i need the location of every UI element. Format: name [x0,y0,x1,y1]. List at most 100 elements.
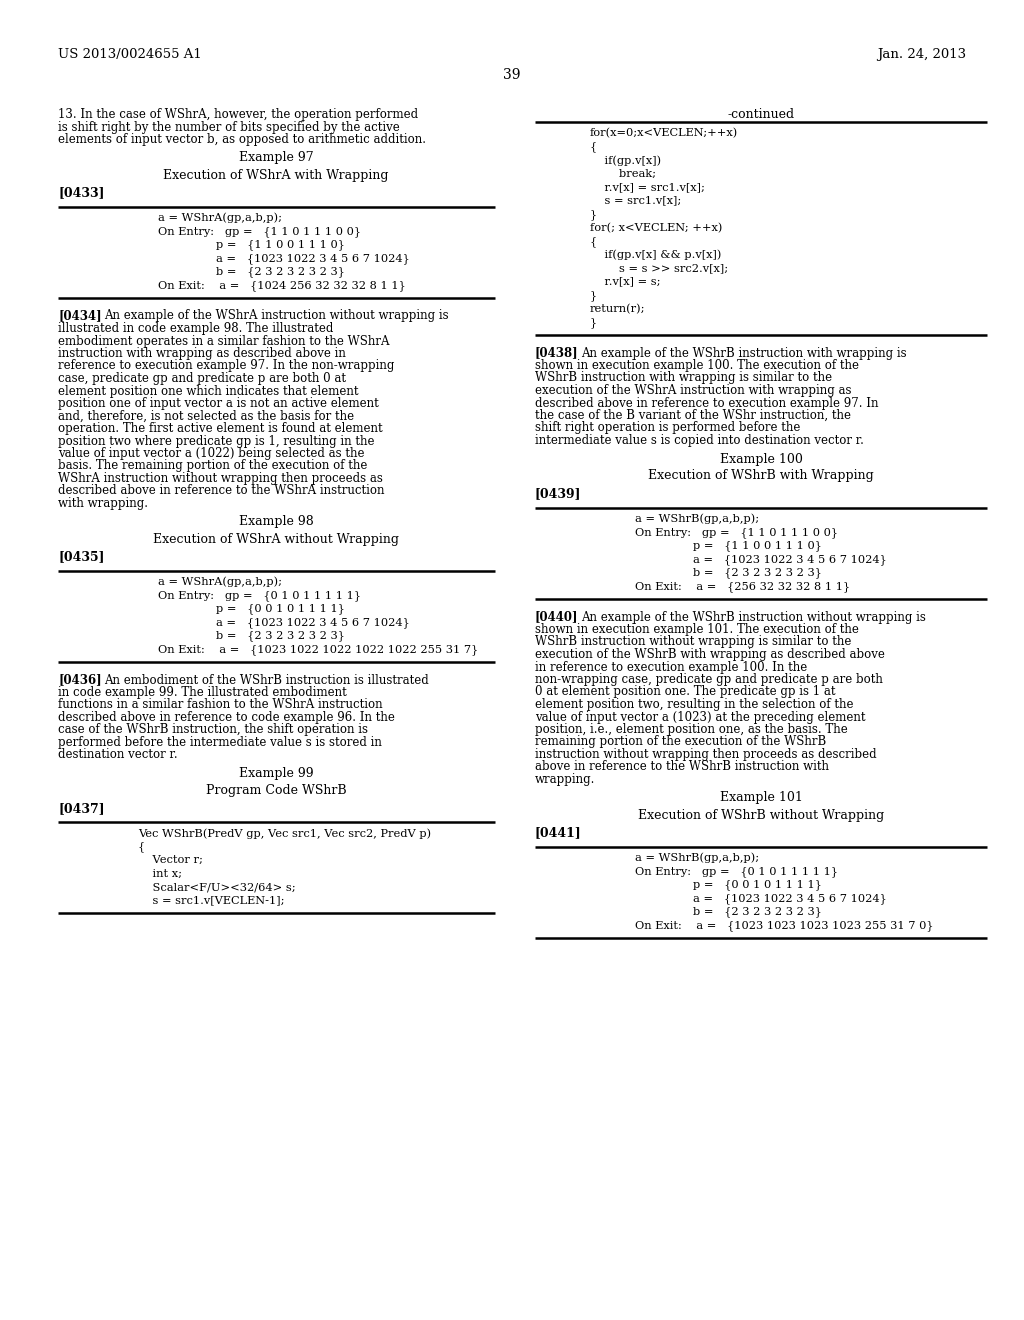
Text: and, therefore, is not selected as the basis for the: and, therefore, is not selected as the b… [58,409,354,422]
Text: On Entry:   gp =   {0 1 0 1 1 1 1 1}: On Entry: gp = {0 1 0 1 1 1 1 1} [158,590,361,601]
Text: Execution of WShrA without Wrapping: Execution of WShrA without Wrapping [153,532,399,545]
Text: On Exit:    a =   {1023 1022 1022 1022 1022 255 31 7}: On Exit: a = {1023 1022 1022 1022 1022 2… [158,644,478,655]
Text: US 2013/0024655 A1: US 2013/0024655 A1 [58,48,202,61]
Text: a = WShrB(gp,a,b,p);: a = WShrB(gp,a,b,p); [635,513,759,524]
Text: Program Code WShrB: Program Code WShrB [206,784,346,797]
Text: b =   {2 3 2 3 2 3 2 3}: b = {2 3 2 3 2 3 2 3} [158,631,345,642]
Text: a = WShrA(gp,a,b,p);: a = WShrA(gp,a,b,p); [158,577,282,587]
Text: [0436]: [0436] [58,673,101,686]
Text: Example 98: Example 98 [239,516,313,528]
Text: element position one which indicates that element: element position one which indicates tha… [58,384,358,397]
Text: An example of the WShrB instruction without wrapping is: An example of the WShrB instruction with… [581,610,926,623]
Text: s = s >> src2.v[x];: s = s >> src2.v[x]; [590,263,728,273]
Text: remaining portion of the execution of the WShrB: remaining portion of the execution of th… [535,735,826,748]
Text: position one of input vector a is not an active element: position one of input vector a is not an… [58,397,379,411]
Text: with wrapping.: with wrapping. [58,498,148,510]
Text: {: { [590,141,597,152]
Text: non-wrapping case, predicate gp and predicate p are both: non-wrapping case, predicate gp and pred… [535,673,883,686]
Text: position, i.e., element position one, as the basis. The: position, i.e., element position one, as… [535,723,848,737]
Text: WShrB instruction without wrapping is similar to the: WShrB instruction without wrapping is si… [535,635,851,648]
Text: instruction without wrapping then proceeds as described: instruction without wrapping then procee… [535,748,877,762]
Text: [0439]: [0439] [535,487,582,500]
Text: Execution of WShrB with Wrapping: Execution of WShrB with Wrapping [648,470,873,483]
Text: b =   {2 3 2 3 2 3 2 3}: b = {2 3 2 3 2 3 2 3} [635,907,822,917]
Text: in code example 99. The illustrated embodiment: in code example 99. The illustrated embo… [58,686,347,700]
Text: An embodiment of the WShrB instruction is illustrated: An embodiment of the WShrB instruction i… [104,673,429,686]
Text: case, predicate gp and predicate p are both 0 at: case, predicate gp and predicate p are b… [58,372,346,385]
Text: Scalar<F/U><32/64> s;: Scalar<F/U><32/64> s; [138,882,296,892]
Text: if(gp.v[x] && p.v[x]): if(gp.v[x] && p.v[x]) [590,249,721,260]
Text: {: { [138,842,145,853]
Text: s = src1.v[x];: s = src1.v[x]; [590,195,681,206]
Text: Example 97: Example 97 [239,152,313,165]
Text: value of input vector a (1023) at the preceding element: value of input vector a (1023) at the pr… [535,710,865,723]
Text: Example 99: Example 99 [239,767,313,780]
Text: instruction with wrapping as described above in: instruction with wrapping as described a… [58,347,346,360]
Text: break;: break; [590,169,656,178]
Text: 39: 39 [503,69,521,82]
Text: a =   {1023 1022 3 4 5 6 7 1024}: a = {1023 1022 3 4 5 6 7 1024} [635,554,887,565]
Text: in reference to execution example 100. In the: in reference to execution example 100. I… [535,660,807,673]
Text: a = WShrA(gp,a,b,p);: a = WShrA(gp,a,b,p); [158,213,282,223]
Text: }: } [590,209,597,220]
Text: Vec WShrB(PredV gp, Vec src1, Vec src2, PredV p): Vec WShrB(PredV gp, Vec src1, Vec src2, … [138,828,431,838]
Text: b =   {2 3 2 3 2 3 2 3}: b = {2 3 2 3 2 3 2 3} [635,568,822,578]
Text: shift right operation is performed before the: shift right operation is performed befor… [535,421,801,434]
Text: [0438]: [0438] [535,346,579,359]
Text: shown in execution example 100. The execution of the: shown in execution example 100. The exec… [535,359,859,372]
Text: Example 100: Example 100 [720,453,803,466]
Text: described above in reference to code example 96. In the: described above in reference to code exa… [58,711,395,723]
Text: [0441]: [0441] [535,826,582,840]
Text: the case of the B variant of the WShr instruction, the: the case of the B variant of the WShr in… [535,409,851,422]
Text: embodiment operates in a similar fashion to the WShrA: embodiment operates in a similar fashion… [58,334,389,347]
Text: p =   {0 0 1 0 1 1 1 1}: p = {0 0 1 0 1 1 1 1} [635,879,822,890]
Text: -continued: -continued [727,108,795,121]
Text: Vector r;: Vector r; [138,855,203,865]
Text: for(x=0;x<VECLEN;++x): for(x=0;x<VECLEN;++x) [590,128,738,139]
Text: if(gp.v[x]): if(gp.v[x]) [590,154,662,165]
Text: a =   {1023 1022 3 4 5 6 7 1024}: a = {1023 1022 3 4 5 6 7 1024} [158,616,410,628]
Text: r.v[x] = s;: r.v[x] = s; [590,276,660,286]
Text: 13. In the case of WShrA, however, the operation performed: 13. In the case of WShrA, however, the o… [58,108,418,121]
Text: Jan. 24, 2013: Jan. 24, 2013 [877,48,966,61]
Text: value of input vector a (1022) being selected as the: value of input vector a (1022) being sel… [58,447,365,459]
Text: illustrated in code example 98. The illustrated: illustrated in code example 98. The illu… [58,322,334,335]
Text: r.v[x] = src1.v[x];: r.v[x] = src1.v[x]; [590,182,705,191]
Text: return(r);: return(r); [590,304,645,314]
Text: p =   {0 0 1 0 1 1 1 1}: p = {0 0 1 0 1 1 1 1} [158,603,345,614]
Text: a =   {1023 1022 3 4 5 6 7 1024}: a = {1023 1022 3 4 5 6 7 1024} [635,894,887,904]
Text: [0434]: [0434] [58,309,101,322]
Text: An example of the WShrA instruction without wrapping is: An example of the WShrA instruction with… [104,309,449,322]
Text: element position two, resulting in the selection of the: element position two, resulting in the s… [535,698,853,711]
Text: s = src1.v[VECLEN-1];: s = src1.v[VECLEN-1]; [138,895,285,906]
Text: On Exit:    a =   {1023 1023 1023 1023 255 31 7 0}: On Exit: a = {1023 1023 1023 1023 255 31… [635,920,934,931]
Text: On Exit:    a =   {256 32 32 32 8 1 1}: On Exit: a = {256 32 32 32 8 1 1} [635,581,850,591]
Text: b =   {2 3 2 3 2 3 2 3}: b = {2 3 2 3 2 3 2 3} [158,267,345,277]
Text: position two where predicate gp is 1, resulting in the: position two where predicate gp is 1, re… [58,434,375,447]
Text: {: { [590,236,597,247]
Text: On Exit:    a =   {1024 256 32 32 32 8 1 1}: On Exit: a = {1024 256 32 32 32 8 1 1} [158,280,406,290]
Text: described above in reference to execution example 97. In: described above in reference to executio… [535,396,879,409]
Text: WShrA instruction without wrapping then proceeds as: WShrA instruction without wrapping then … [58,473,383,484]
Text: Execution of WShrB without Wrapping: Execution of WShrB without Wrapping [638,808,884,821]
Text: [0433]: [0433] [58,186,104,199]
Text: functions in a similar fashion to the WShrA instruction: functions in a similar fashion to the WS… [58,698,383,711]
Text: destination vector r.: destination vector r. [58,748,177,762]
Text: reference to execution example 97. In the non-wrapping: reference to execution example 97. In th… [58,359,394,372]
Text: performed before the intermediate value s is stored in: performed before the intermediate value … [58,737,382,748]
Text: int x;: int x; [138,869,182,879]
Text: WShrB instruction with wrapping is similar to the: WShrB instruction with wrapping is simil… [535,371,833,384]
Text: p =   {1 1 0 0 1 1 1 0}: p = {1 1 0 0 1 1 1 0} [158,239,345,251]
Text: is shift right by the number of bits specified by the active: is shift right by the number of bits spe… [58,120,399,133]
Text: for(; x<VECLEN; ++x): for(; x<VECLEN; ++x) [590,223,722,232]
Text: Execution of WShrA with Wrapping: Execution of WShrA with Wrapping [163,169,389,181]
Text: intermediate value s is copied into destination vector r.: intermediate value s is copied into dest… [535,434,864,447]
Text: elements of input vector b, as opposed to arithmetic addition.: elements of input vector b, as opposed t… [58,133,426,147]
Text: On Entry:   gp =   {1 1 0 1 1 1 0 0}: On Entry: gp = {1 1 0 1 1 1 0 0} [158,226,361,236]
Text: Example 101: Example 101 [720,792,803,804]
Text: p =   {1 1 0 0 1 1 1 0}: p = {1 1 0 0 1 1 1 0} [635,540,822,552]
Text: An example of the WShrB instruction with wrapping is: An example of the WShrB instruction with… [581,346,906,359]
Text: [0437]: [0437] [58,803,104,814]
Text: }: } [590,290,597,301]
Text: [0440]: [0440] [535,610,579,623]
